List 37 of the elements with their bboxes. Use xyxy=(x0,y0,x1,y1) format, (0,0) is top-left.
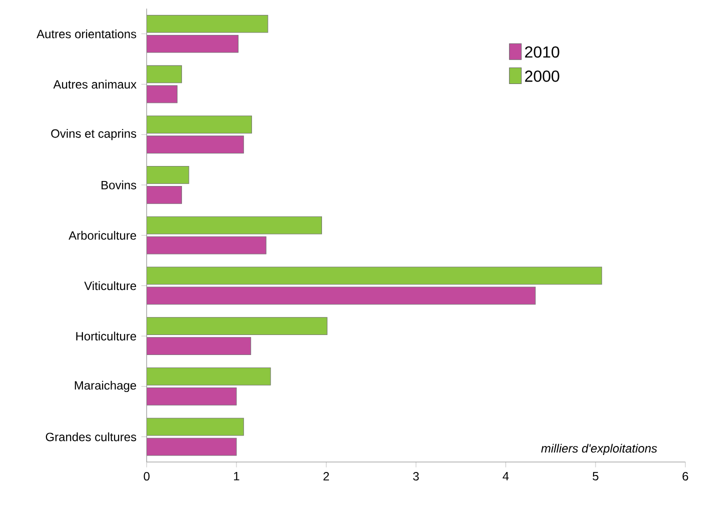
bar xyxy=(146,65,182,84)
x-tick-label: 5 xyxy=(592,472,598,480)
y-tick-label: Viticulture xyxy=(84,281,136,290)
bar xyxy=(146,337,252,356)
y-tick-label: Grandes cultures xyxy=(46,432,136,442)
bar xyxy=(146,116,252,134)
bar xyxy=(146,85,178,104)
x-axis-title: milliers d'exploitations xyxy=(541,444,658,456)
x-tick-label: 0 xyxy=(144,472,150,481)
bar xyxy=(146,14,268,33)
y-tick-label: Arboriculture xyxy=(68,230,136,240)
y-tick-label: Autres orientations xyxy=(36,29,136,38)
bar xyxy=(146,438,237,456)
bar xyxy=(146,368,271,386)
bar xyxy=(146,266,602,285)
bar xyxy=(146,317,328,335)
y-tick-label: Autres animaux xyxy=(53,80,136,89)
bar xyxy=(146,388,237,406)
y-tick-label: Horticulture xyxy=(76,332,136,340)
bar xyxy=(146,34,239,53)
y-tick-label: Maraichage xyxy=(74,380,136,392)
x-tick-label: 1 xyxy=(234,472,240,480)
bar xyxy=(146,136,244,154)
x-tick-label: 6 xyxy=(682,472,688,481)
x-tick-label: 4 xyxy=(502,472,509,480)
x-tick-label: 3 xyxy=(413,472,419,481)
bar xyxy=(146,216,322,234)
bar xyxy=(146,418,244,436)
bar xyxy=(146,186,182,204)
legend-label: 2010 xyxy=(525,46,560,58)
bar xyxy=(146,286,536,305)
legend-label: 2000 xyxy=(525,70,560,82)
y-tick-label: Ovins et caprins xyxy=(51,128,136,140)
y-tick-label: Bovins xyxy=(102,180,136,190)
bar xyxy=(146,166,190,184)
bar xyxy=(146,236,266,254)
x-tick-label: 2 xyxy=(323,472,329,480)
